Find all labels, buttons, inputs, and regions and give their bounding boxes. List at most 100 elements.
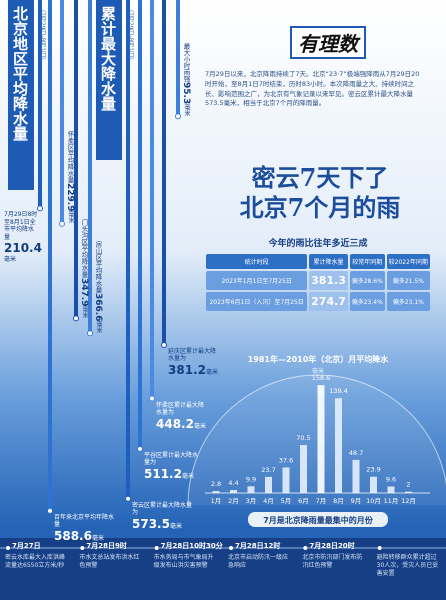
table-cell: 偏多23.4% xyxy=(349,292,385,311)
rain-drop xyxy=(87,330,93,337)
timeline-dot xyxy=(154,546,159,550)
title: 北京7个月的雨 xyxy=(239,193,401,222)
rain-value: 448.2 xyxy=(156,416,194,431)
value-label: 9.6 xyxy=(386,475,396,483)
rain-label-text: 密云区累计最大降水量为 xyxy=(132,501,193,517)
value-group: 573.5毫米 xyxy=(132,517,196,532)
timeline-text: 北京市启动防汛一级应急响应 xyxy=(228,554,289,570)
bar xyxy=(370,476,377,493)
bar xyxy=(282,467,290,493)
rain-unit: 毫米 xyxy=(81,306,88,319)
rain-label: 最大小时雨强95.3毫米 xyxy=(181,43,191,116)
table-header: 累计降水量 xyxy=(309,254,348,269)
rain-label-text: 房山区平均降水量 xyxy=(94,240,102,293)
x-tick-label: 3月 xyxy=(246,497,257,505)
rain-value: 95.3 xyxy=(181,82,191,105)
x-tick-label: 1月 xyxy=(211,497,222,505)
table-cell: 偏多23.1% xyxy=(386,292,430,311)
table-row: 2023年1月1日至7月25日 381.3 偏多28.6% 偏多21.5% xyxy=(206,271,430,290)
bar xyxy=(387,486,395,493)
value-group: 381.2毫米 xyxy=(168,363,218,378)
column-subtitle: （7月29日-8月1日） xyxy=(39,6,46,64)
rain-label: 平谷区累计最大降水量为 511.2毫米 xyxy=(144,452,200,482)
rain-label: 怀柔区累计最大降水量为 448.2毫米 xyxy=(156,402,208,432)
bar xyxy=(212,491,220,493)
table-header: 较2022年同期 xyxy=(386,254,430,269)
rain-unit: 毫米 xyxy=(169,522,182,530)
x-tick-label: 11月 xyxy=(384,497,399,505)
rain-unit: 毫米 xyxy=(4,256,17,264)
rain-unit: 毫米 xyxy=(91,534,104,542)
rain-drop xyxy=(137,445,143,452)
rain-drop xyxy=(37,205,43,212)
rain-label: 房山区平均降水量366.6毫米 xyxy=(93,241,103,333)
rain-value: 366.6 xyxy=(93,292,103,322)
timeline-date: 7月27日 xyxy=(12,542,41,550)
rain-unit: 毫米 xyxy=(205,368,218,376)
timeline-text: 密云水库最大入库洪峰流量达6550立方米/秒 xyxy=(5,554,66,570)
timeline-text: 市水文总站发布洪水红色预警 xyxy=(79,554,140,570)
x-tick-label: 8月 xyxy=(333,497,344,505)
comparison: 今年的雨比往年多近三成 统计时段 累计降水量 较常年同期 较2022年同期 2023年1月… xyxy=(204,236,432,313)
table-cell: 2023年6月1日（入汛）至7月25日 xyxy=(206,292,308,311)
rain-drop xyxy=(73,315,79,322)
column-band xyxy=(8,0,34,190)
timeline-dot xyxy=(377,546,382,550)
value-group: 511.2毫米 xyxy=(144,467,200,482)
table-row: 2023年6月1日（入汛）至7月25日 274.7 偏多23.4% 偏多23.1% xyxy=(206,292,430,311)
timeline-date: 7月28日10时30分 xyxy=(160,542,223,550)
value-label: 139.4 xyxy=(329,387,348,395)
table-cell: 偏多21.5% xyxy=(386,271,430,290)
rain-label: 门头沟区平均降水量347.9毫米 xyxy=(79,219,89,318)
value-label: 2.8 xyxy=(211,480,221,488)
bar xyxy=(230,490,237,493)
comparison-table: 统计时段 累计降水量 较常年同期 较2022年同期 2023年1月1日至7月25日 381… xyxy=(204,252,432,313)
logo: 有理数 xyxy=(290,26,366,59)
timeline-text: 北京市防汛部门发布防汛红色预警 xyxy=(302,554,363,570)
chart-caption: 7月是北京降雨量最集中的月份 xyxy=(263,515,374,525)
rain-unit: 毫米 xyxy=(95,321,102,334)
bar xyxy=(335,398,342,493)
rain-value: 588.6 xyxy=(54,528,92,543)
bar xyxy=(317,385,325,493)
rain-label: 密云区累计最大降水量为 573.5毫米 xyxy=(132,502,196,532)
column-band xyxy=(96,0,122,160)
value-group: 229.9毫米 xyxy=(65,183,75,223)
table-cell: 2023年1月1日至7月25日 xyxy=(206,271,308,290)
chart-title: 1981年—2010年（北京）月平均降水 xyxy=(248,354,390,364)
value-label: 4.4 xyxy=(228,479,238,487)
rain-drop xyxy=(125,495,131,502)
title: 密云7天下了 xyxy=(251,163,389,192)
bar xyxy=(265,476,272,493)
rain-drop xyxy=(59,220,65,227)
rain-drop xyxy=(175,113,181,120)
timeline-date: 7月28日12时 xyxy=(235,542,281,550)
rain-label-text: 怀柔区累计最大降水量为 xyxy=(156,401,205,417)
x-tick-label: 7月 xyxy=(316,497,327,505)
column-subtitle: （7月29日-8月1日） xyxy=(127,6,134,64)
rain-label-text: 延庆区累计最大降水量为 xyxy=(168,347,217,363)
chart-unit: 毫米 xyxy=(312,367,324,375)
rain-value: 347.9 xyxy=(79,277,89,307)
value-group: 95.3毫米 xyxy=(181,82,191,116)
rain-unit: 毫米 xyxy=(193,422,206,430)
value-label: 37.6 xyxy=(279,456,293,464)
value-label: 158.6 xyxy=(312,374,331,382)
rain-label-text: 怀柔区平均降水量 xyxy=(66,131,74,184)
value-label: 2 xyxy=(406,481,410,489)
timeline-date: 7月28日20时 xyxy=(309,542,355,550)
timeline-dot xyxy=(80,546,85,550)
rain-drop xyxy=(149,395,155,402)
value-label: 9.9 xyxy=(246,475,256,483)
x-tick-label: 12月 xyxy=(401,497,416,505)
column-title: 累计最大降水量 xyxy=(99,6,117,111)
x-tick-label: 2月 xyxy=(228,497,239,505)
rain-unit: 毫米 xyxy=(181,472,194,480)
timeline-text: 避险转移群众累计超过30人次，受灾人员已妥善安置 xyxy=(376,554,439,578)
rain-label-text: 门头沟区平均降水量 xyxy=(80,219,88,278)
x-tick-label: 9月 xyxy=(351,497,362,505)
table-header: 统计时段 xyxy=(206,254,308,269)
rain-drop xyxy=(47,507,53,514)
table-cell: 偏多28.6% xyxy=(349,271,385,290)
